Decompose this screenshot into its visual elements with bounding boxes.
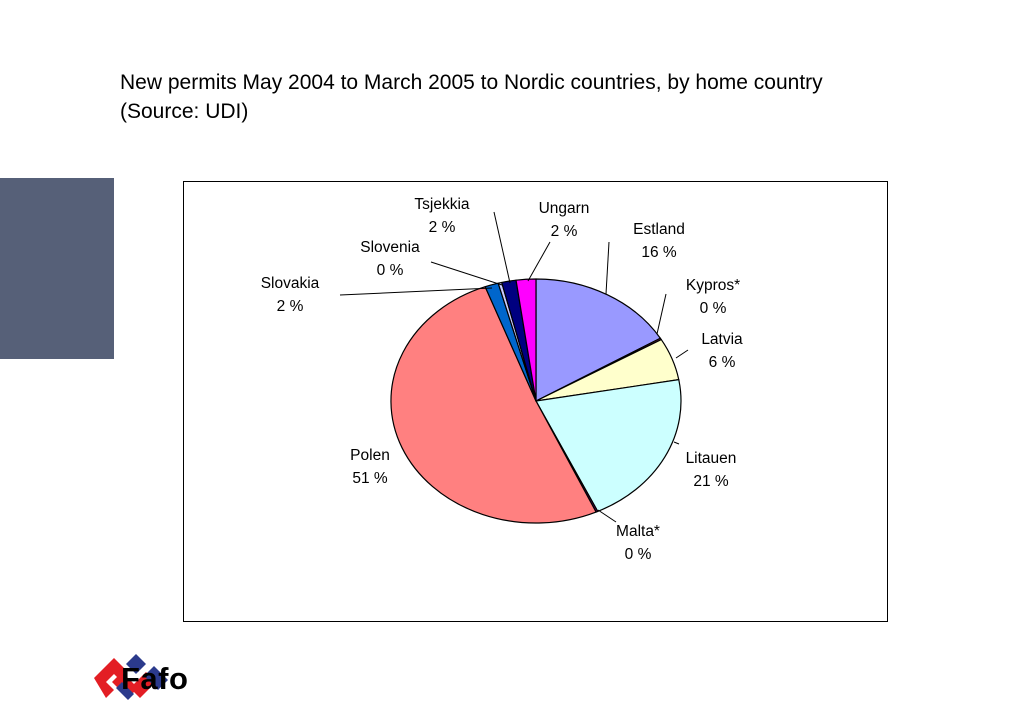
leader-line-tsjekkia	[493, 211, 511, 284]
fafo-logo-icon	[94, 654, 168, 700]
leader-line-slovakia	[339, 287, 493, 296]
leader-line-kypros	[656, 293, 667, 335]
slice-label-tsjekkia: Tsjekkia	[414, 196, 470, 213]
slice-label-latvia: Latvia	[701, 331, 743, 348]
pie-chart: Estland 16 % Kypros* 0 % Latvia 6 % Litauen 21 …	[261, 196, 743, 563]
slice-label-ungarn: Ungarn	[539, 200, 590, 217]
slice-label-estland: Estland	[633, 221, 685, 238]
slice-value-slovakia: 2 %	[277, 298, 304, 315]
slice-label-slovenia: Slovenia	[360, 239, 420, 256]
title-line-1: New permits May 2004 to March 2005 to No…	[120, 71, 823, 94]
pie-slice-estland	[535, 278, 661, 402]
side-accent-block	[0, 178, 114, 359]
pie-slice-litauen	[535, 379, 682, 512]
leader-line-malta	[597, 509, 617, 523]
chart-frame: Estland 16 % Kypros* 0 % Latvia 6 % Litauen 21 …	[183, 181, 888, 622]
slice-value-malta: 0 %	[625, 546, 652, 563]
title-line-2: (Source: UDI)	[120, 100, 249, 123]
logo-text: Fafo	[121, 661, 189, 696]
slice-label-litauen: Litauen	[686, 450, 737, 467]
leader-line-slovenia	[430, 261, 503, 286]
pie-slice-ungarn	[515, 278, 537, 402]
leader-line-estland	[605, 241, 610, 295]
slice-value-slovenia: 0 %	[377, 262, 404, 279]
slice-value-kypros: 0 %	[700, 300, 727, 317]
slice-label-kypros: Kypros*	[686, 277, 740, 294]
slice-value-ungarn: 2 %	[551, 223, 578, 240]
slice-label-slovakia: Slovakia	[261, 275, 320, 292]
slice-value-estland: 16 %	[641, 244, 677, 261]
pie-slice-polen	[390, 286, 597, 524]
leader-line-litauen	[673, 441, 680, 445]
slice-value-polen: 51 %	[352, 470, 388, 487]
slice-value-latvia: 6 %	[709, 354, 736, 371]
slice-label-malta: Malta*	[616, 523, 660, 540]
slice-label-polen: Polen	[350, 447, 390, 464]
slide-title: New permits May 2004 to March 2005 to No…	[120, 68, 940, 126]
leader-line-latvia	[675, 349, 689, 359]
slice-value-litauen: 21 %	[693, 473, 729, 490]
slice-value-tsjekkia: 2 %	[429, 219, 456, 236]
leader-line-ungarn	[527, 241, 551, 282]
